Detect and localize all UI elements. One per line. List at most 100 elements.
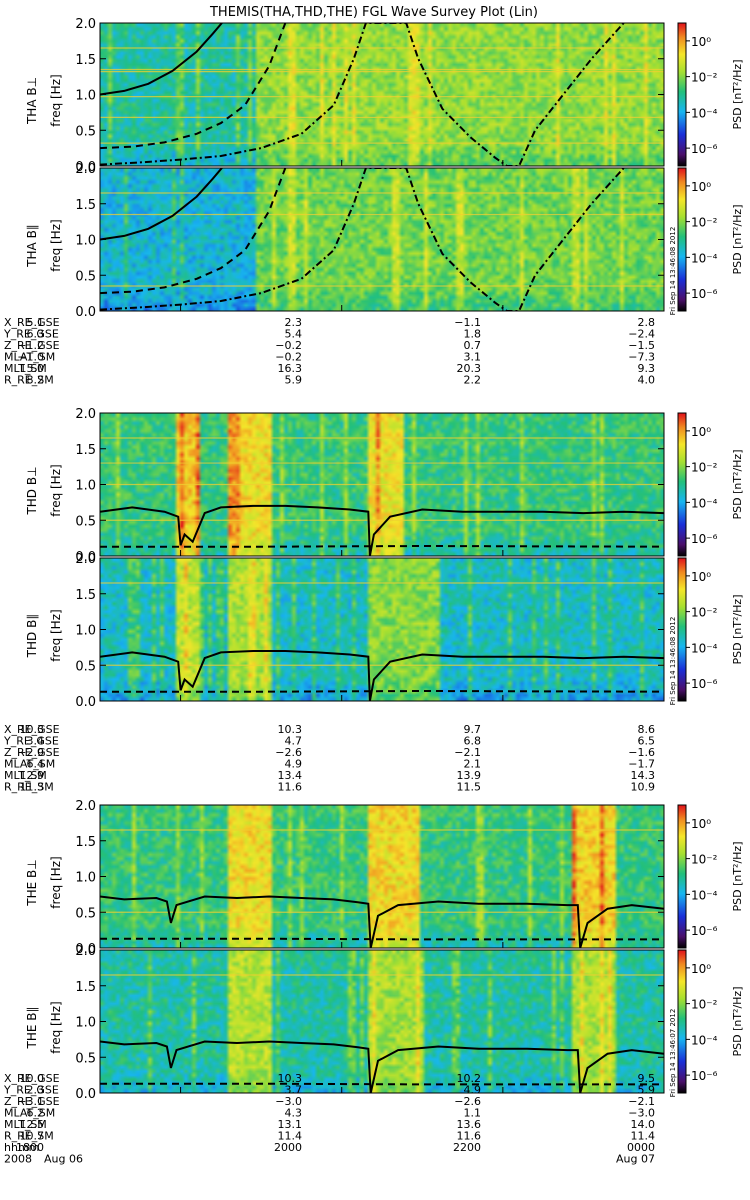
ephemeris-value: −2.1	[454, 746, 481, 759]
psd-raster	[100, 950, 664, 1093]
time-tick-label: 2200	[453, 1141, 481, 1154]
ephemeris-label: MLAT_SM	[4, 758, 55, 771]
colorbar-tick-label: 10⁻⁴	[691, 496, 718, 510]
panel-label: THD B∥	[25, 614, 39, 659]
ephemeris-value: 13.9	[457, 769, 482, 782]
ephemeris-label: MLT_SM	[4, 769, 47, 782]
colorbar-label: PSD [nT²/Hz]	[731, 449, 744, 519]
colorbar-tick-label: 10⁻⁴	[691, 888, 718, 902]
panel-label: THA B∥	[25, 224, 39, 268]
hhmm-label: hhmm	[4, 1141, 39, 1154]
solid-curve	[100, 1040, 664, 1093]
ephemeris-value: 4.0	[638, 374, 656, 387]
dashed-curve	[100, 689, 664, 693]
colorbar-tick-label: 10⁻⁶	[691, 142, 718, 156]
y-tick-label: 1.0	[75, 1016, 96, 1031]
ephemeris-value: 16.3	[278, 362, 303, 375]
colorbar-tick-label: 10⁻⁶	[691, 532, 718, 546]
y-tick-label: 1.5	[75, 980, 96, 995]
y-tick-label: 0.0	[75, 550, 96, 565]
colorbar-tick-label: 10⁰	[691, 570, 711, 584]
ephemeris-value: 6.2	[27, 1107, 45, 1120]
ephemeris-label: Z_RE_GSE	[4, 339, 60, 352]
colorbar-tick-label: 10⁻⁴	[691, 106, 718, 120]
y-tick-label: 0.0	[75, 942, 96, 957]
ephemeris-value: 11.4	[631, 1130, 656, 1143]
panel-label: THE B⊥	[25, 859, 39, 906]
y-tick-label: 1.0	[75, 479, 96, 494]
colorbar-tick-label: 10⁰	[691, 962, 711, 976]
ephemeris-label: X_RE_GSE	[4, 1072, 60, 1085]
ephemeris-value: 5.9	[285, 374, 303, 387]
y-axis-label: freq [Hz]	[49, 1001, 63, 1053]
ephemeris-value: 2.3	[27, 1084, 45, 1097]
ephemeris-value: −0.2	[275, 339, 302, 352]
ephemeris-label: MLT_SM	[4, 1118, 47, 1131]
spectrogram-panel-2: 0.0 0.5 1.0 1.5 2.0 THD B⊥ freq [Hz] 10⁰ 10⁻² 10⁻…	[25, 407, 744, 565]
ephemeris-value: 12.5	[20, 1118, 45, 1131]
solid-curve	[100, 168, 224, 241]
colorbar-label: PSD [nT²/Hz]	[731, 841, 744, 911]
y-axis-label: freq [Hz]	[49, 74, 63, 126]
ephemeris-value: 11.6	[457, 1130, 482, 1143]
end-date-label: Aug 07	[616, 1153, 655, 1166]
y-axis-label: freq [Hz]	[49, 609, 63, 661]
dashed-curve	[100, 1082, 664, 1086]
colorbar	[677, 557, 687, 702]
ephemeris-value: 14.0	[631, 1118, 656, 1131]
colorbar-tick-label: 10⁰	[691, 180, 711, 194]
spectrogram-image	[100, 413, 664, 556]
dashed-curve	[100, 544, 664, 548]
timestamp-stamp: Fri Sep 14 13:46:07 2012	[669, 1009, 677, 1098]
ephemeris-value: 1.1	[464, 1107, 482, 1120]
dashed-curve	[100, 23, 287, 150]
ephemeris-value: 4.9	[285, 758, 303, 771]
ephemeris-value: 9.3	[638, 362, 656, 375]
ephemeris-value: 3.1	[464, 351, 482, 364]
spectrogram-panel-5: 0.0 0.5 1.0 1.5 2.0 THE B∥ freq [Hz] 10⁰ 10⁻² 10⁻…	[25, 944, 744, 1102]
time-tick-label: 0000	[627, 1141, 655, 1154]
psd-raster	[100, 23, 664, 166]
colorbar-tick-label: 10⁻⁶	[691, 677, 718, 691]
colorbar-label: PSD [nT²/Hz]	[731, 594, 744, 664]
y-tick-label: 0.5	[75, 659, 96, 674]
start-date-label: Aug 06	[44, 1153, 83, 1166]
ephemeris-value: 2.2	[464, 374, 482, 387]
y-axis-label: freq [Hz]	[49, 219, 63, 271]
dashdot-curve	[100, 168, 625, 311]
psd-raster	[100, 805, 664, 948]
ephemeris-label: X_RE_GSE	[4, 723, 60, 736]
ephemeris-value: −2.4	[628, 328, 655, 341]
colorbar-tick-label: 10⁰	[691, 817, 711, 831]
colorbar-tick-label: 10⁻⁴	[691, 1033, 718, 1047]
ephemeris-value: 14.3	[631, 769, 656, 782]
ephemeris-value: −1.5	[628, 339, 655, 352]
solid-curve	[100, 895, 664, 948]
y-tick-label: 0.0	[75, 160, 96, 175]
colorbar-tick-label: 10⁻²	[691, 71, 718, 85]
y-tick-label: 0.5	[75, 514, 96, 529]
colorbar-tick-label: 10⁻²	[691, 853, 718, 867]
colorbar-tick-label: 10⁻⁶	[691, 924, 718, 938]
ephemeris-value: −2.6	[454, 1095, 481, 1108]
ephemeris-label: MLAT_SM	[4, 1107, 55, 1120]
ephemeris-value: 10.0	[20, 1072, 45, 1085]
y-tick-label: 0.5	[75, 269, 96, 284]
colorbar-tick-label: 10⁻²	[691, 606, 718, 620]
ephemeris-value: 2.3	[285, 316, 303, 329]
ephemeris-value: 3.7	[285, 1084, 303, 1097]
solid-curve	[100, 504, 664, 556]
spectrogram-panel-0: 0.0 0.5 1.0 1.5 2.0 THA B⊥ freq [Hz] 10⁰ 10⁻² 10⁻…	[25, 17, 744, 175]
panel-label: THE B∥	[25, 1007, 39, 1050]
y-tick-label: 0.5	[75, 1051, 96, 1066]
colorbar	[677, 22, 687, 167]
y-tick-label: 1.5	[75, 835, 96, 850]
ephemeris-value: −1.0	[17, 351, 44, 364]
y-tick-label: 0.0	[75, 305, 96, 320]
y-tick-label: 0.0	[75, 695, 96, 710]
y-tick-label: 0.5	[75, 906, 96, 921]
colorbar-label: PSD [nT²/Hz]	[731, 59, 744, 129]
